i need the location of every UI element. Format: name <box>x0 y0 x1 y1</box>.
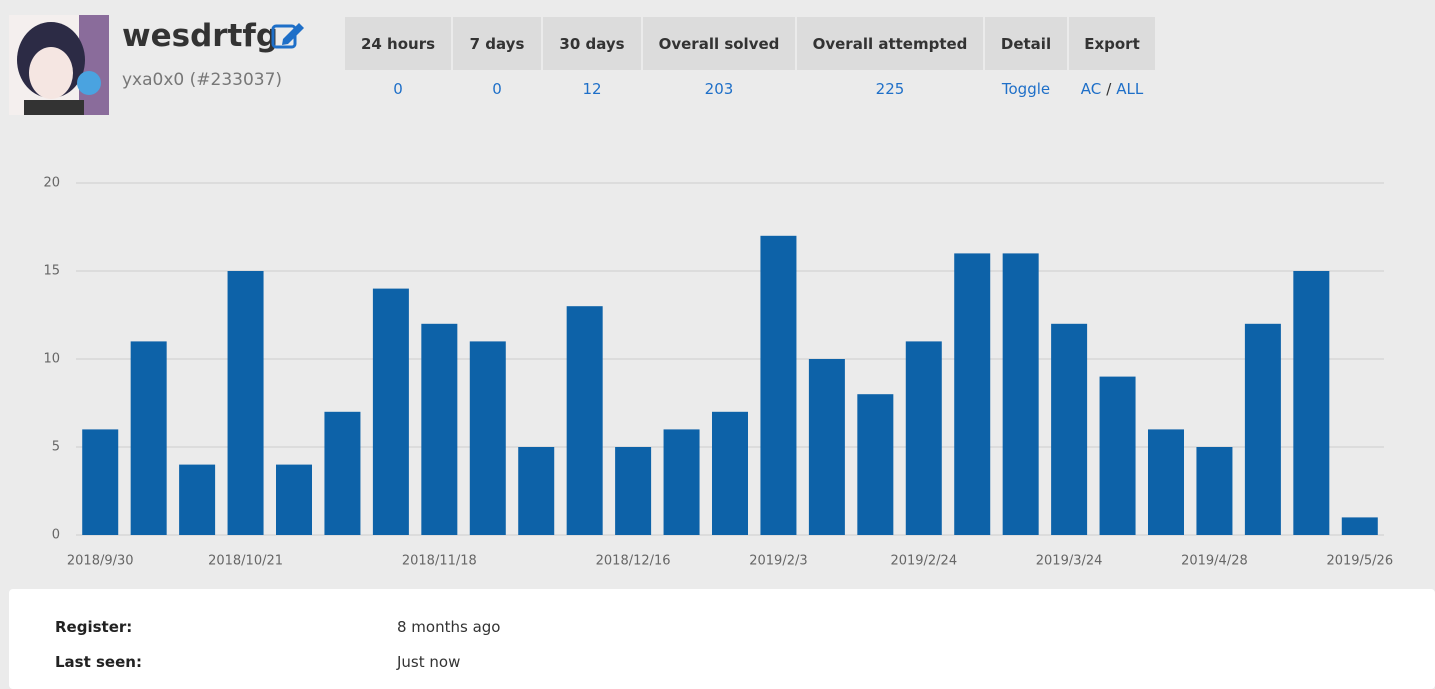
export-separator: / <box>1106 80 1112 98</box>
bar <box>712 411 748 535</box>
bar <box>372 288 409 535</box>
chart: 0 5 10 15 20 2018/9/30 2018/10/21 2018/11/18 201… <box>43 176 1393 569</box>
stat-header: 30 days <box>542 17 643 70</box>
x-tick-label: 2018/11/18 <box>402 554 477 569</box>
stat-header: 7 days <box>452 17 543 70</box>
stat-value: 225 <box>796 70 985 108</box>
bar <box>179 464 216 535</box>
bar <box>518 447 555 535</box>
bar <box>905 341 942 535</box>
stat-value: 203 <box>642 70 797 108</box>
edit-icon[interactable] <box>271 21 307 49</box>
x-tick-label: 2018/9/30 <box>67 554 134 569</box>
bar <box>954 253 991 535</box>
info-card: Register: 8 months ago Last seen: Just now <box>9 589 1435 689</box>
x-tick-label: 2018/12/16 <box>596 554 671 569</box>
y-tick-label: 5 <box>52 440 60 455</box>
export-all[interactable]: ALL <box>1116 80 1144 98</box>
stat-value: 0 <box>345 70 453 108</box>
bar <box>808 359 845 535</box>
stat-value: 0 <box>452 70 543 108</box>
bar <box>469 341 506 535</box>
info-value: Just now <box>397 653 461 671</box>
bar <box>1002 253 1039 535</box>
info-label: Register: <box>55 618 133 636</box>
bar <box>1341 517 1378 535</box>
x-tick-label: 2019/2/24 <box>890 554 957 569</box>
bar <box>760 235 797 536</box>
info-label: Last seen: <box>55 653 142 671</box>
user-name: wesdrtfg <box>122 18 279 54</box>
bar <box>276 464 312 535</box>
bar <box>130 341 167 535</box>
bar <box>663 429 700 535</box>
bar <box>1051 323 1088 535</box>
bar <box>421 323 458 535</box>
stat-header: Overall attempted <box>796 17 985 70</box>
bar <box>227 271 264 535</box>
bar <box>1148 429 1184 535</box>
avatar <box>9 15 109 115</box>
x-tick-label: 2019/4/28 <box>1181 554 1248 569</box>
y-tick-label: 15 <box>43 264 60 279</box>
bar <box>324 411 361 535</box>
x-tick-label: 2019/2/3 <box>749 554 807 569</box>
bar <box>615 447 652 535</box>
x-tick-label: 2019/3/24 <box>1036 554 1103 569</box>
y-tick-label: 10 <box>43 352 60 367</box>
export-cell: AC / ALL <box>1068 70 1157 108</box>
stat-header: 24 hours <box>345 17 453 70</box>
stat-value: 12 <box>542 70 643 108</box>
bar <box>1293 271 1330 535</box>
bar <box>1196 447 1233 535</box>
x-tick-label: 2018/10/21 <box>208 554 283 569</box>
y-tick-label: 0 <box>52 528 60 543</box>
bar <box>1244 323 1281 535</box>
info-value: 8 months ago <box>397 618 501 636</box>
user-handle: yxa0x0 (#233037) <box>122 70 283 90</box>
stat-header: Detail <box>984 17 1069 70</box>
bar <box>82 429 119 535</box>
stat-header: Overall solved <box>642 17 797 70</box>
x-tick-label: 2019/5/26 <box>1326 554 1393 569</box>
bar <box>857 394 894 535</box>
y-tick-label: 20 <box>43 176 60 191</box>
bar <box>566 306 603 535</box>
bar <box>1099 376 1136 535</box>
stats-table: 24 hours 7 days 30 days Overall solved Overa… <box>345 17 1157 108</box>
stat-value[interactable]: Toggle <box>984 70 1069 108</box>
stat-header: Export <box>1068 17 1157 70</box>
export-ac[interactable]: AC <box>1080 80 1102 98</box>
